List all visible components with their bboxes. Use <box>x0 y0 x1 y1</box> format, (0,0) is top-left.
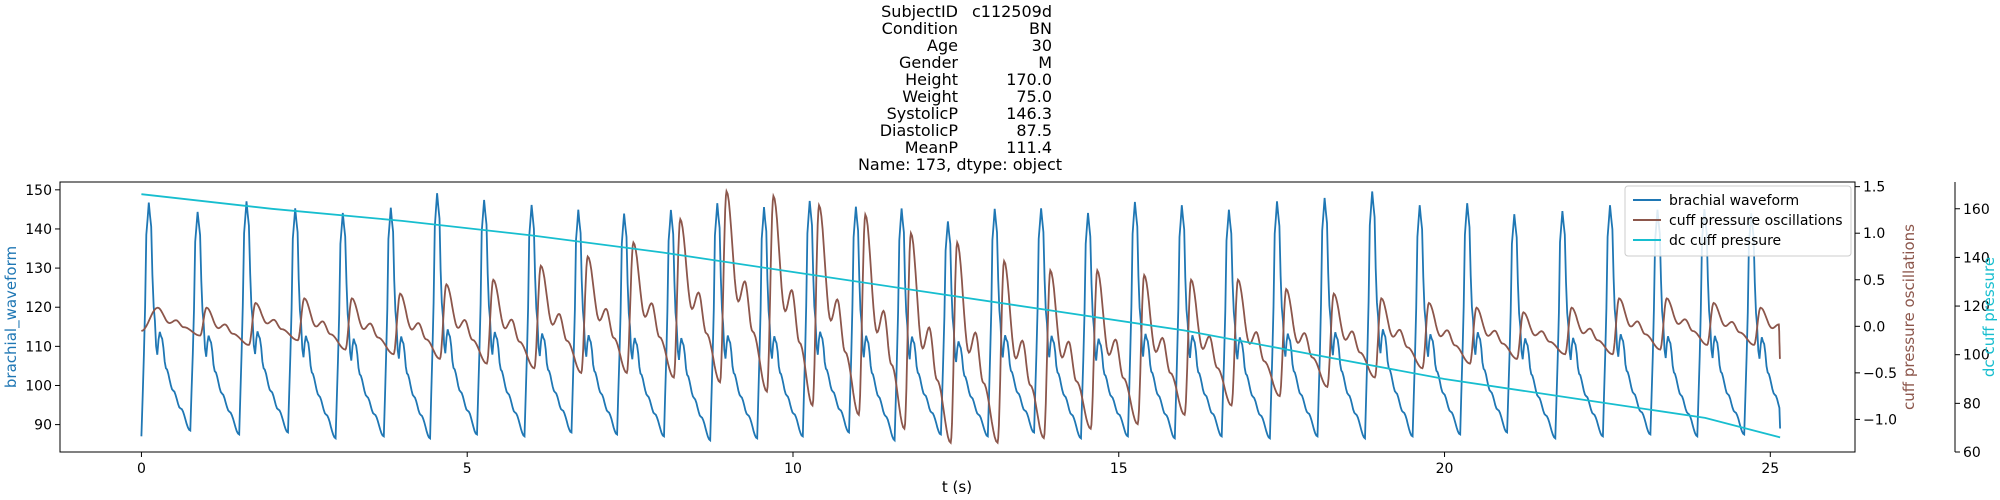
right1-tick-label: 0.5 <box>1863 273 1885 289</box>
x-axis-label: t (s) <box>942 478 972 496</box>
right2-tick-label: 140 <box>1963 250 1990 266</box>
right1-tick-label: −0.5 <box>1863 366 1897 382</box>
left-tick-label: 130 <box>25 261 52 277</box>
right2-tick-label: 160 <box>1963 202 1990 218</box>
left-axis-label: brachial_waveform <box>2 246 21 388</box>
plot-area-frame <box>59 181 1856 453</box>
left-tick-label: 120 <box>25 300 52 316</box>
x-tick-label: 10 <box>784 461 802 477</box>
title-value-meanp: 111.4 <box>1006 138 1052 157</box>
left-tick-label: 140 <box>25 222 52 238</box>
x-tick-label: 20 <box>1436 461 1454 477</box>
left-tick-label: 90 <box>34 418 52 434</box>
legend-box <box>1624 185 1852 257</box>
chart-title: SubjectID c112509d Condition BN Age 30 Gender M… <box>0 0 2000 180</box>
title-value-weight: 75.0 <box>1016 87 1052 106</box>
legend-label-cuff-oscillations: cuff pressure oscillations <box>1669 213 1843 229</box>
right2-tick-label: 80 <box>1963 396 1981 412</box>
title-key-height: Height <box>905 70 958 89</box>
title-key-weight: Weight <box>902 87 958 106</box>
title-value-diastolicp: 87.5 <box>1016 121 1052 140</box>
legend-label-dc-cuff: dc cuff pressure <box>1669 233 1781 249</box>
left-tick-label: 150 <box>25 183 52 199</box>
right1-tick-label: 0.0 <box>1863 319 1885 335</box>
title-value-height: 170.0 <box>1006 70 1052 89</box>
series-brachial-waveform <box>140 191 1781 443</box>
title-footer: Name: 173, dtype: object <box>857 155 1063 174</box>
x-tick-label: 5 <box>463 461 472 477</box>
title-value-age: 30 <box>1031 36 1052 55</box>
legend-label-brachial: brachial waveform <box>1669 193 1799 209</box>
x-tick-label: 25 <box>1761 461 1779 477</box>
x-tick-label: 0 <box>137 461 146 477</box>
left-tick-label: 100 <box>25 378 52 394</box>
title-key-diastolicp: DiastolicP <box>879 121 958 140</box>
right2-tick-label: 100 <box>1963 348 1990 364</box>
title-value-subjectid: c112509d <box>971 2 1052 21</box>
title-key-gender: Gender <box>899 53 958 72</box>
title-key-systolicp: SystolicP <box>886 104 958 123</box>
right2-tick-label: 60 <box>1963 445 1981 461</box>
title-value-gender: M <box>1038 53 1052 72</box>
title-key-condition: Condition <box>881 19 958 38</box>
x-tick-label: 15 <box>1110 461 1128 477</box>
axes-layer: 0 5 10 15 20 25 90 100 110 120 130 140 150 −1.0 −0.5 0.… <box>25 180 1989 477</box>
left-tick-label: 110 <box>25 339 52 355</box>
right1-tick-label: −1.0 <box>1863 412 1897 428</box>
right1-axis-label: cuff pressure oscillations <box>1900 224 1918 410</box>
legend: brachial waveform cuff pressure oscillat… <box>1624 185 1852 257</box>
title-key-meanp: MeanP <box>904 138 958 157</box>
series-dc-cuff-pressure <box>141 193 1781 439</box>
title-key-age: Age <box>927 36 958 55</box>
right1-tick-label: 1.0 <box>1863 226 1885 242</box>
title-key-subjectid: SubjectID <box>881 2 958 21</box>
title-value-condition: BN <box>1029 19 1052 38</box>
right2-tick-label: 120 <box>1963 299 1990 315</box>
title-value-systolicp: 146.3 <box>1006 104 1052 123</box>
series-layer <box>140 187 1781 445</box>
right1-tick-label: 1.5 <box>1863 180 1885 196</box>
right2-axis-label: dc cuff pressure <box>1980 257 1998 377</box>
series-cuff-pressure-oscillations <box>141 187 1781 445</box>
